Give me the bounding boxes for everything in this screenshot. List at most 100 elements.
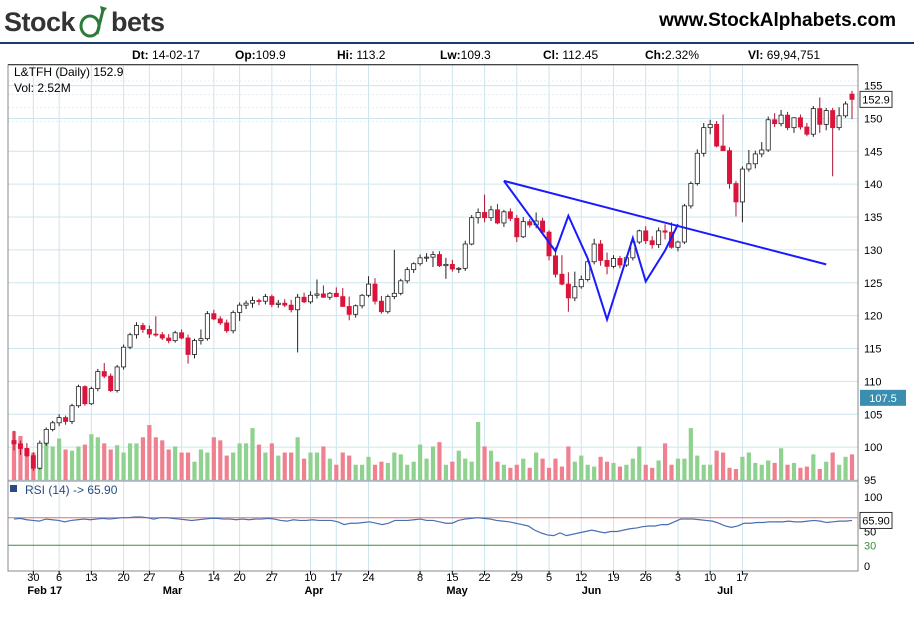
volume-bar bbox=[675, 458, 681, 480]
volume-bar bbox=[443, 464, 448, 480]
website-url[interactable]: www.StockAlphabets.com bbox=[659, 10, 896, 31]
ohlc-bar: Dt: 14-02-17 Op:109.9 Hi: 113.2 Lw:109.3… bbox=[0, 46, 914, 64]
candle-up bbox=[430, 254, 436, 258]
candle-down bbox=[552, 255, 558, 275]
volume-bar bbox=[624, 464, 629, 480]
candle-down bbox=[256, 300, 262, 302]
volume-bar bbox=[166, 449, 171, 480]
date-tick-label: 27 bbox=[266, 572, 278, 584]
volume-bar bbox=[424, 458, 429, 480]
volume-bar bbox=[50, 446, 55, 480]
date-tick-label: 12 bbox=[575, 572, 587, 584]
logo: Stock bets bbox=[4, 2, 165, 42]
volume-bar bbox=[617, 466, 623, 480]
volume-bar bbox=[418, 444, 423, 480]
candle-down bbox=[727, 150, 733, 184]
candle-down bbox=[24, 448, 30, 457]
volume-bar bbox=[430, 446, 436, 480]
volume-bar bbox=[495, 461, 500, 480]
candle-down bbox=[565, 283, 571, 299]
candle-up bbox=[69, 405, 75, 422]
candle-down bbox=[346, 306, 352, 315]
volume-bar bbox=[44, 443, 49, 480]
candle-down bbox=[527, 221, 533, 226]
candle-down bbox=[378, 300, 384, 313]
candle-down bbox=[217, 318, 223, 324]
candle-up bbox=[127, 334, 133, 348]
candlesticks bbox=[11, 90, 855, 471]
candle-down bbox=[785, 114, 791, 129]
candle-up bbox=[759, 149, 765, 155]
candle-down bbox=[514, 217, 520, 238]
rsi-value-label: 65.90 bbox=[862, 515, 890, 527]
candle-down bbox=[30, 455, 36, 469]
volume-bar bbox=[301, 458, 307, 480]
candle-down bbox=[714, 123, 720, 147]
volume-bar bbox=[121, 452, 126, 480]
candle-up bbox=[43, 428, 49, 444]
open-value: 109.9 bbox=[255, 48, 286, 62]
candle-up bbox=[295, 296, 301, 311]
candle-up bbox=[250, 300, 256, 304]
volume-bar bbox=[276, 455, 281, 480]
candle-up bbox=[739, 168, 745, 203]
volume-bar bbox=[669, 464, 674, 480]
candle-up bbox=[75, 386, 81, 407]
candle-down bbox=[140, 325, 146, 330]
high-label: Hi: bbox=[337, 48, 353, 62]
candle-down bbox=[797, 117, 803, 128]
volume-bar bbox=[237, 443, 242, 480]
candle-up bbox=[701, 127, 707, 154]
price-tick-label: 155 bbox=[864, 81, 882, 93]
candle-up bbox=[778, 114, 784, 125]
candle-up bbox=[578, 279, 584, 288]
volume-bar bbox=[540, 458, 545, 480]
volume-bar bbox=[173, 446, 178, 480]
volume-bar bbox=[811, 454, 816, 480]
candle-down bbox=[282, 302, 288, 306]
candle-up bbox=[823, 110, 829, 125]
volume-bar bbox=[766, 460, 771, 480]
date-tick-label: 10 bbox=[304, 572, 316, 584]
volume-bar bbox=[185, 452, 191, 480]
volume-bar bbox=[366, 456, 371, 480]
volume-bar bbox=[379, 461, 384, 480]
volume-bar bbox=[514, 464, 519, 480]
volume-bar bbox=[140, 437, 146, 480]
volume-bar bbox=[218, 440, 223, 480]
candle-down bbox=[179, 332, 185, 339]
volume-bar bbox=[37, 467, 42, 480]
candle-down bbox=[153, 333, 159, 336]
volume-bar bbox=[508, 467, 513, 480]
logo-text-part2: bets bbox=[111, 6, 165, 37]
candle-down bbox=[185, 337, 191, 355]
volume-bar bbox=[127, 443, 133, 480]
price-tick-label: 135 bbox=[864, 212, 882, 224]
volume-bar bbox=[153, 437, 158, 480]
month-label: Mar bbox=[163, 585, 183, 597]
candle-up bbox=[836, 115, 842, 129]
date-tick-label: 27 bbox=[143, 572, 155, 584]
date-tick-label: 8 bbox=[417, 572, 423, 584]
date-tick-label: 14 bbox=[208, 572, 220, 584]
candle-down bbox=[320, 293, 326, 298]
candle-up bbox=[591, 243, 597, 263]
volume-bar bbox=[720, 452, 726, 480]
volume-bar bbox=[740, 456, 745, 480]
volume-bar bbox=[849, 454, 855, 480]
candle-down bbox=[482, 212, 488, 219]
candle-down bbox=[288, 304, 294, 311]
candle-down bbox=[11, 440, 17, 445]
volume-bar bbox=[327, 458, 332, 480]
price-tick-label: 115 bbox=[864, 344, 882, 356]
volume-bar bbox=[643, 464, 648, 480]
candle-up bbox=[675, 241, 681, 248]
date-tick-label: 22 bbox=[478, 572, 490, 584]
trendlines bbox=[503, 179, 827, 323]
candle-down bbox=[146, 329, 152, 335]
volume-bar bbox=[269, 443, 274, 480]
close-label: Cl: bbox=[543, 48, 559, 62]
volume-bar bbox=[89, 434, 94, 480]
volume-bar bbox=[488, 450, 494, 480]
